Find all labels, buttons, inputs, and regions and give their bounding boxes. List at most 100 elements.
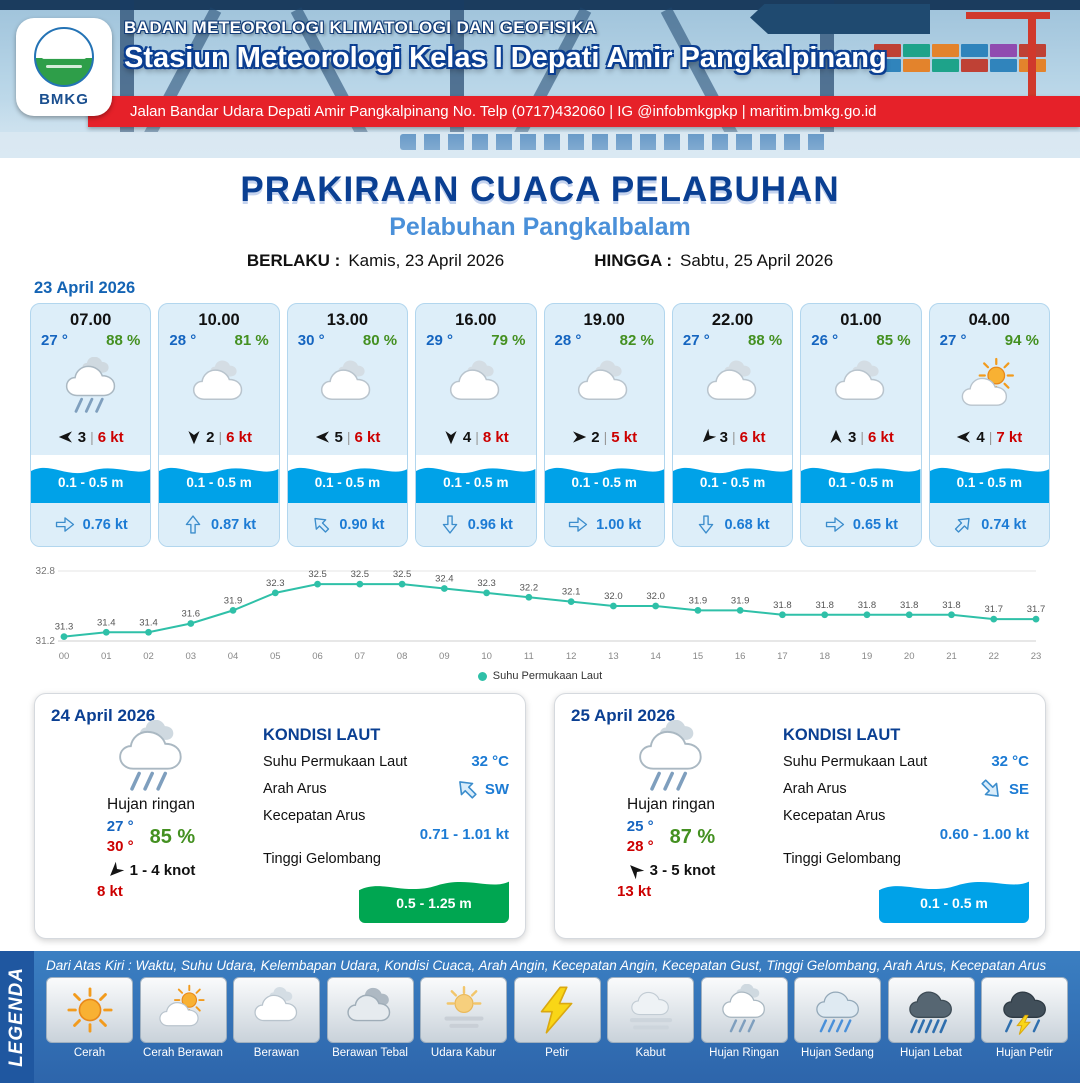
separator: | — [346, 429, 351, 445]
temp-min: 25 ° — [626, 818, 654, 835]
temp-humidity-row: 28 ° 81 % — [159, 330, 278, 349]
air-temperature: 29 ° — [426, 332, 453, 349]
svg-text:31.8: 31.8 — [773, 600, 792, 611]
svg-text:32.8: 32.8 — [36, 566, 56, 577]
svg-text:17: 17 — [777, 651, 788, 662]
legend-weather-icon — [157, 984, 209, 1036]
wave-shape — [879, 881, 1029, 923]
daily-panel-25-april: 25 April 2026 Hujan ringan 25 ° 28 ° 87 … — [554, 693, 1046, 939]
wind-speed: 7 kt — [996, 428, 1023, 446]
weather-icon — [801, 349, 920, 425]
humidity: 82 % — [619, 332, 654, 349]
svg-text:31.8: 31.8 — [900, 600, 919, 611]
forecast-card: 07.00 27 ° 88 % 3 | 6 kt 0.1 - 0.5 m 0.7… — [30, 303, 152, 547]
humidity: 80 % — [362, 332, 398, 349]
svg-text:31.9: 31.9 — [224, 595, 243, 606]
current-direction-icon — [949, 510, 978, 539]
wave-shape — [359, 881, 509, 923]
legend-weather-icon — [718, 984, 770, 1036]
forecast-time: 01.00 — [840, 311, 882, 329]
address-bar: Jalan Bandar Udara Depati Amir Pangkalpi… — [88, 96, 1080, 127]
legend-item: Hujan Lebat — [887, 977, 975, 1059]
legend-dot-icon — [477, 671, 487, 681]
current-direction-icon — [567, 515, 589, 534]
legend-weather-icon — [999, 984, 1051, 1036]
air-temperature: 27 ° — [41, 332, 68, 349]
header: BMKG BADAN METEOROLOGI KLIMATOLOGI DAN G… — [0, 0, 1080, 158]
weather-icon — [288, 349, 407, 425]
humidity: 88 % — [106, 332, 141, 349]
wave-shape — [929, 467, 1049, 503]
berlaku-label: BERLAKU : — [246, 251, 341, 270]
wave-shape — [544, 467, 664, 503]
forecast-time: 07.00 — [70, 311, 112, 329]
legend-weather-icon — [251, 984, 303, 1036]
current-dir-value: SE — [1008, 780, 1029, 798]
forecast-card: 16.00 29 ° 79 % 4 | 8 kt 0.1 - 0.5 m 0.9… — [415, 303, 537, 547]
separator: | — [860, 429, 864, 445]
title-section: PRAKIRAAN CUACA PELABUHAN Pelabuhan Pang… — [0, 170, 1080, 271]
weather-icon — [545, 349, 664, 425]
svg-text:05: 05 — [270, 651, 281, 662]
svg-text:15: 15 — [693, 651, 704, 662]
daily-summary: Hujan ringan 27 ° 30 ° 85 % 1 - 4 knot 8… — [51, 726, 251, 923]
separator: | — [218, 429, 223, 445]
svg-text:32.5: 32.5 — [308, 569, 327, 580]
temp-humidity-row: 27 ° 88 % — [673, 330, 792, 349]
weather-icon — [31, 349, 150, 425]
legend-weather-icon — [64, 984, 116, 1036]
chart-legend-label: Suhu Permukaan Laut — [492, 670, 603, 682]
legend-item: Hujan Sedang — [794, 977, 881, 1059]
legend-title: LEGENDA — [6, 967, 27, 1067]
daily-weather-icon — [105, 720, 197, 796]
current-row: 0.74 kt — [929, 503, 1049, 546]
hingga-value: Sabtu, 25 April 2026 — [680, 251, 834, 270]
wave-height-value: 0.1 - 0.5 m — [699, 475, 766, 490]
wind-speed: 6 kt — [226, 428, 252, 446]
wave-height-value: 0.1 - 0.5 m — [443, 475, 509, 490]
legend-item: Petir — [513, 977, 601, 1059]
current-speed-label: Kecepatan Arus — [783, 808, 886, 824]
wave-height-band: 0.1 - 0.5 m — [544, 455, 664, 503]
svg-text:31.7: 31.7 — [1027, 604, 1046, 615]
weather-icon — [159, 349, 278, 425]
temp-humidity-row: 29 ° 79 % — [416, 330, 535, 349]
forecast-card: 19.00 28 ° 82 % 2 | 5 kt 0.1 - 0.5 m 1.0… — [543, 303, 665, 547]
daily-weather-icon — [625, 720, 717, 796]
current-row: 0.76 kt — [31, 503, 151, 546]
current-speed: 0.90 kt — [339, 516, 385, 533]
svg-text:16: 16 — [735, 651, 746, 662]
wave-shape — [416, 467, 536, 503]
legend-item: Berawan Tebal — [326, 977, 414, 1059]
wave-height-band: 0.1 - 0.5 m — [801, 455, 921, 503]
svg-text:09: 09 — [439, 651, 450, 662]
legend-icon-card — [326, 977, 414, 1043]
sst-label: Suhu Permukaan Laut — [783, 753, 928, 770]
current-dir-value: SW — [484, 780, 509, 798]
wind-value: 3 — [848, 428, 857, 446]
separator: | — [731, 429, 736, 445]
hingga-label: HINGGA : — [594, 251, 673, 270]
wave-shape — [672, 467, 793, 503]
forecast-time: 04.00 — [968, 311, 1010, 329]
wave-height-band: 0.1 - 0.5 m — [159, 455, 279, 503]
current-direction-icon — [307, 510, 336, 539]
current-direction-icon — [54, 515, 76, 534]
legend-icon-card — [700, 977, 788, 1043]
svg-text:12: 12 — [566, 651, 577, 662]
current-direction-icon — [183, 514, 202, 536]
berlaku-value: Kamis, 23 April 2026 — [348, 251, 505, 270]
legend-item: Kabut — [607, 977, 694, 1059]
daily-summary: Hujan ringan 25 ° 28 ° 87 % 3 - 5 knot 1… — [571, 726, 771, 923]
wind-range: 1 - 4 knot — [129, 861, 196, 879]
svg-text:31.8: 31.8 — [815, 600, 834, 611]
legend-icon-card — [981, 977, 1068, 1043]
wind-speed: 6 kt — [868, 428, 894, 446]
wave-shape — [31, 467, 151, 503]
forecast-card: 22.00 27 ° 88 % 3 | 6 kt 0.1 - 0.5 m 0.6… — [671, 303, 794, 547]
legend-strip: LEGENDA Dari Atas Kiri : Waktu, Suhu Uda… — [0, 951, 1080, 1083]
wave-shape — [287, 467, 408, 503]
svg-text:31.4: 31.4 — [97, 617, 116, 628]
gust-speed: 8 kt — [97, 882, 123, 900]
current-direction-icon — [440, 514, 459, 536]
